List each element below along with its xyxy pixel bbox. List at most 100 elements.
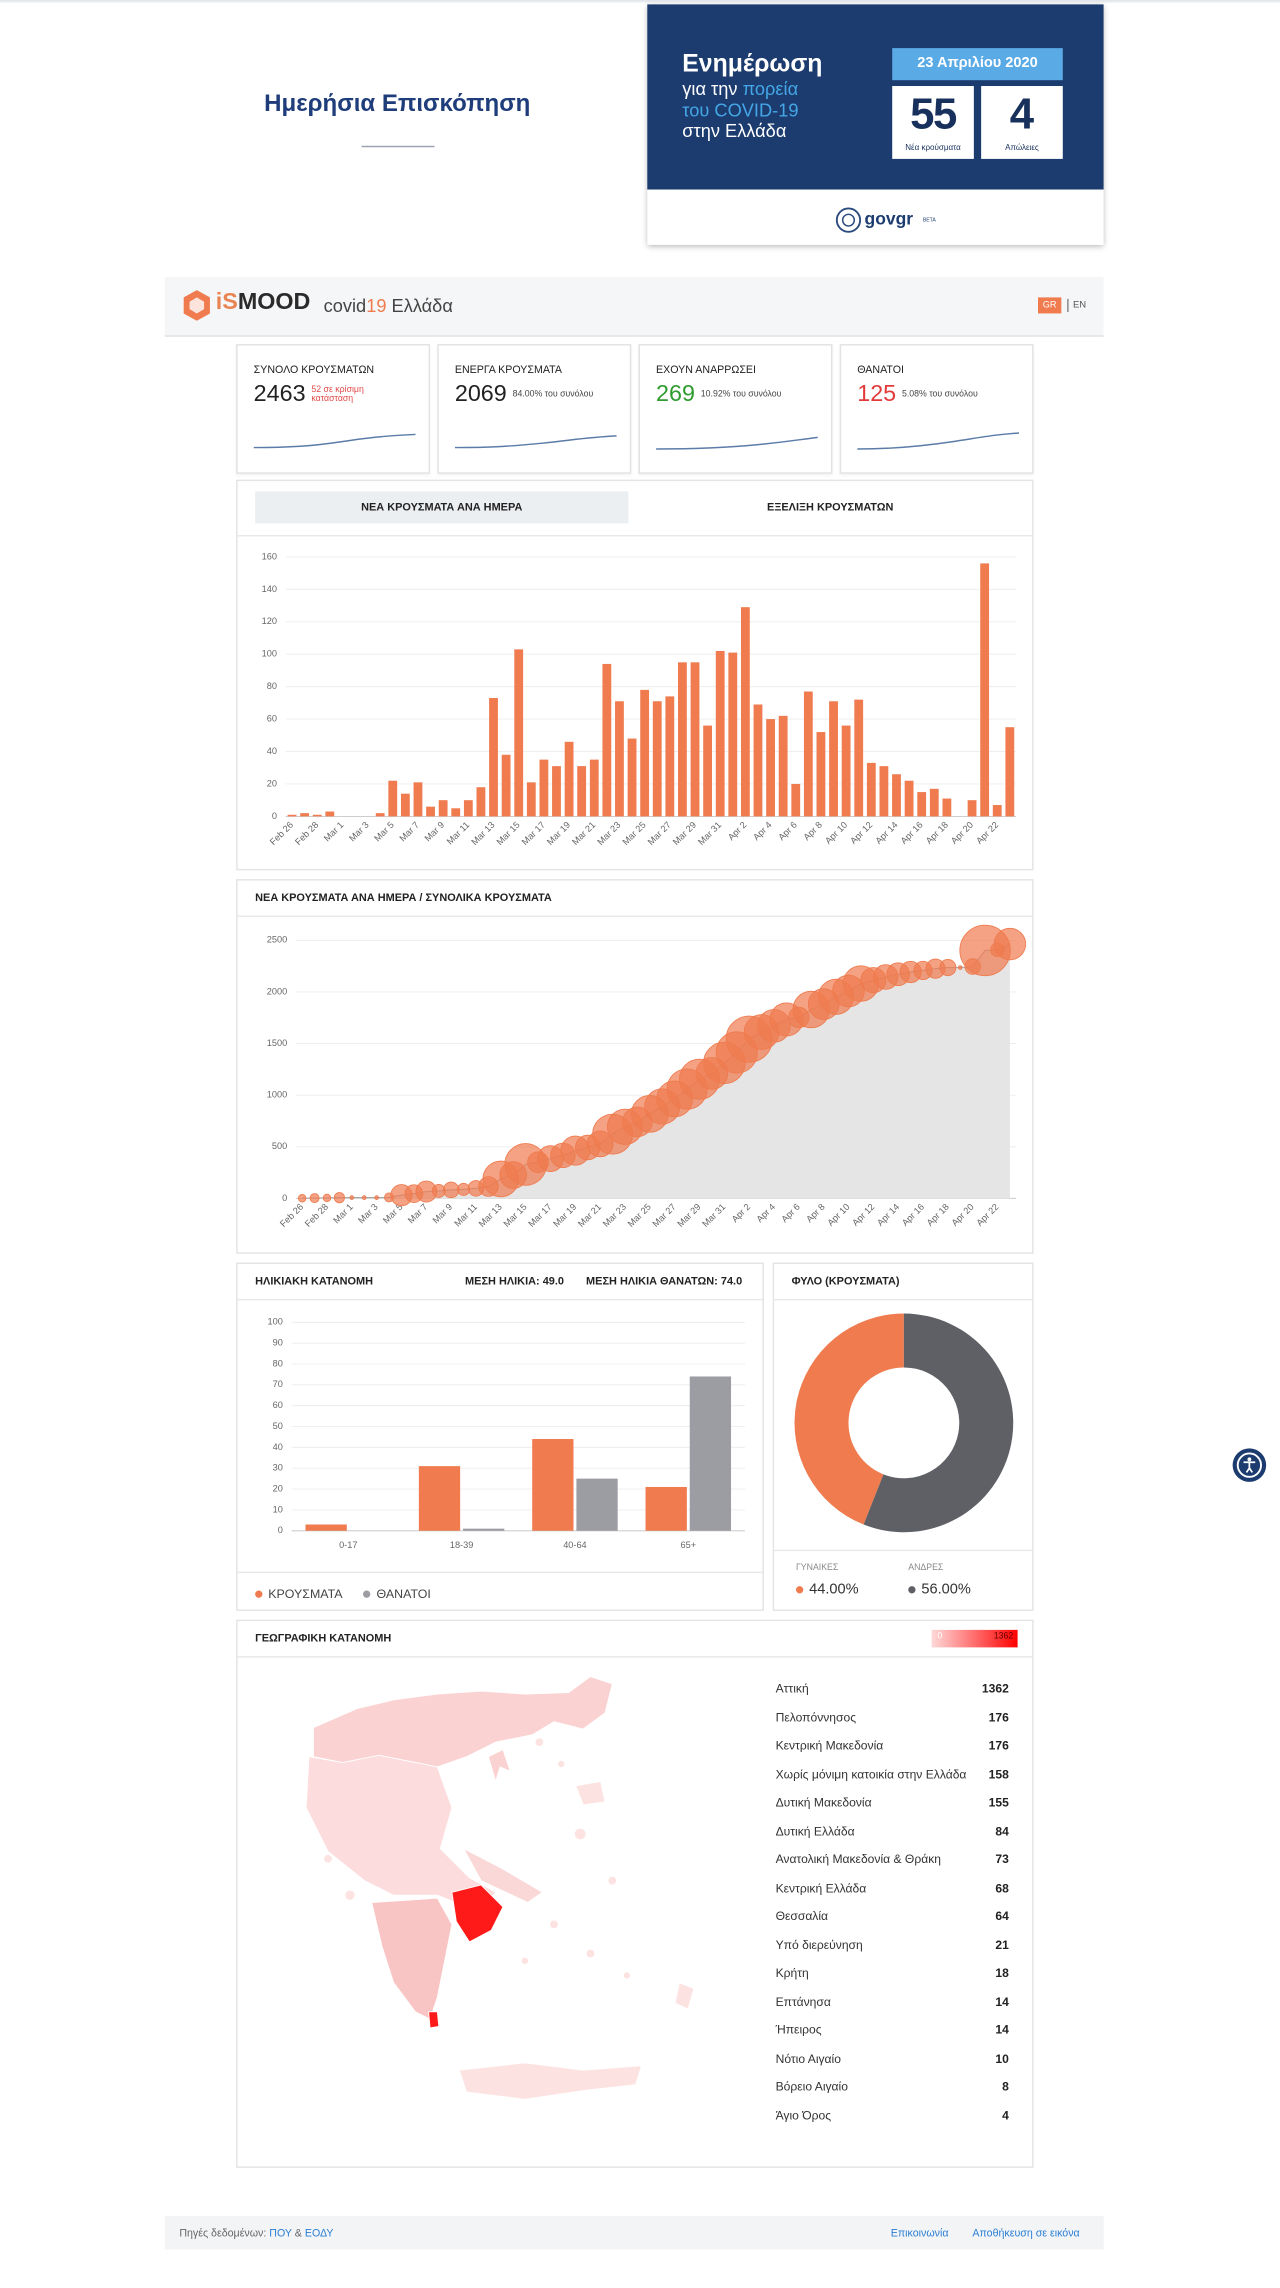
new-cases-label: Νέα κρούσματα	[905, 144, 961, 154]
tab-active[interactable]: ΝΕΑ ΚΡΟΥΣΜΑΤΑ ΑΝΑ ΗΜΕΡΑ	[255, 491, 629, 524]
bar	[602, 663, 612, 817]
region-row: Υπό διερεύνηση 21	[776, 1935, 1009, 1955]
save-image-link[interactable]: Αποθήκευση σε εικόνα	[972, 2226, 1080, 2240]
bubble	[322, 1193, 332, 1203]
x-tick-label: Mar 19	[545, 820, 572, 847]
bubble	[993, 927, 1027, 961]
bar	[753, 704, 763, 817]
region-row: Δυτική Ελλάδα 84	[776, 1822, 1009, 1842]
color-scale: 0 1362	[931, 1629, 1018, 1648]
region-name: Δυτική Μακεδονία	[775, 1794, 872, 1810]
bar	[312, 814, 322, 817]
x-tick-label: Mar 27	[651, 1202, 678, 1229]
region-value: 176	[988, 1709, 1009, 1724]
bar	[627, 738, 637, 817]
update-banner: Ενημέρωση για την πορεία του COVID-19 στ…	[647, 4, 1104, 245]
bar	[816, 732, 826, 817]
banner-highlight: COVID-19	[714, 99, 799, 121]
y-tick-label: 90	[273, 1338, 283, 1348]
bar	[866, 762, 876, 817]
card-value: 2463	[253, 381, 306, 407]
y-tick-label: 0	[278, 1525, 283, 1535]
gender-value: 56.00%	[908, 1582, 971, 1598]
y-tick-label: 140	[262, 584, 277, 594]
bar	[728, 652, 738, 817]
x-tick-label: Apr 18	[924, 820, 950, 846]
bubble	[349, 1195, 355, 1200]
brand-prefix: iS	[215, 290, 238, 315]
sparkline	[857, 432, 1020, 450]
age-panel: ΗΛΙΚΙΑΚΗ ΚΑΤΑΝΟΜΗ ΜΕΣΗ ΗΛΙΚΙΑ: 49.0 ΜΕΣΗ…	[236, 1262, 764, 1611]
source-link[interactable]: ΠΟΥ	[269, 2226, 292, 2240]
region-row: Κρήτη 18	[776, 1964, 1009, 1984]
region-name: Κρήτη	[775, 1965, 809, 1980]
x-tick-label: Mar 3	[356, 1202, 380, 1226]
stat-card: ΕΧΟΥΝ ΑΝΑΡΡΩΣΕΙ 269 10.92% του συνόλου	[638, 344, 833, 474]
gender-percent: 56.00%	[921, 1581, 971, 1598]
x-tick-label: Apr 6	[776, 820, 799, 843]
page-title: Ημερήσια Επισκόπηση	[264, 90, 531, 117]
x-tick-label: Mar 29	[675, 1202, 702, 1229]
brand[interactable]: iSMOOD	[216, 290, 311, 316]
x-tick-label: Apr 22	[974, 820, 1000, 846]
x-tick-label: Apr 4	[755, 1202, 778, 1225]
contact-link[interactable]: Επικοινωνία	[890, 2226, 949, 2240]
x-tick-label: Mar 13	[477, 1202, 504, 1229]
card-label: ΘΑΝΑΤΟΙ	[857, 363, 904, 377]
bar	[690, 662, 700, 817]
title-highlight: 19	[366, 295, 387, 317]
title-part: covid	[323, 295, 367, 317]
bar	[665, 696, 675, 817]
bar	[841, 725, 851, 817]
tab[interactable]: ΕΞΕΛΙΞΗ ΚΡΟΥΣΜΑΤΩΝ	[767, 500, 894, 514]
region-row: Άγιο Όρος 4	[776, 2106, 1009, 2126]
y-tick-label: 20	[273, 1483, 283, 1493]
bar	[652, 701, 662, 817]
y-tick-label: 70	[273, 1379, 283, 1389]
bubble	[361, 1195, 367, 1200]
x-tick-label: Mar 25	[621, 820, 648, 847]
source-link[interactable]: ΕΟΔΥ	[304, 2226, 334, 2240]
card-note: 10.92% του συνόλου	[700, 390, 782, 400]
sparkline	[656, 436, 818, 450]
region-row: Χωρίς μόνιμη κατοικία στην Ελλάδα 158	[776, 1765, 1009, 1785]
bar	[803, 691, 813, 817]
region-value: 4	[1002, 2107, 1009, 2122]
region-value: 14	[995, 1993, 1009, 2009]
x-tick-label: Apr 16	[899, 820, 925, 846]
mean-death-age: ΜΕΣΗ ΗΛΙΚΙΑ ΘΑΝΑΤΩΝ: 74.0	[586, 1274, 742, 1287]
x-tick-label: Apr 16	[900, 1202, 926, 1228]
deaths-label: Απώλειες	[1005, 144, 1039, 154]
region-value: 68	[995, 1879, 1009, 1895]
bar	[678, 662, 687, 817]
bar	[980, 563, 990, 817]
region-name: Ήπειρος	[775, 2022, 822, 2037]
x-tick-label: Mar 15	[495, 820, 522, 847]
bar	[589, 759, 599, 817]
x-tick-label: Mar 27	[646, 820, 673, 847]
x-tick-label: Mar 23	[601, 1202, 628, 1229]
region-name: Νότιο Αιγαίο	[775, 2050, 841, 2066]
region-value: 10	[995, 2050, 1009, 2066]
gender-percent: 44.00%	[809, 1581, 859, 1598]
x-tick-label: Apr 6	[779, 1202, 802, 1225]
bar	[305, 1524, 347, 1531]
lang-gr[interactable]: GR	[1037, 297, 1062, 314]
bar	[715, 650, 725, 817]
accessibility-button[interactable]	[1232, 1448, 1267, 1483]
bar	[413, 782, 423, 817]
mean-age: ΜΕΣΗ ΗΛΙΚΙΑ: 49.0	[465, 1274, 564, 1287]
bar	[577, 766, 587, 817]
lang-en[interactable]: EN	[1067, 298, 1086, 312]
bar	[829, 701, 838, 817]
bar	[778, 715, 788, 817]
bubble	[333, 1192, 345, 1204]
region-name: Θεσσαλία	[775, 1908, 829, 1923]
gender-value: 44.00%	[795, 1581, 859, 1598]
x-tick-label: 40-64	[563, 1540, 586, 1550]
region-value: 14	[995, 2022, 1009, 2037]
region-value: 18	[995, 1965, 1009, 1980]
region-name: Αττική	[775, 1680, 809, 1696]
bar	[418, 1466, 461, 1531]
title-part: Ελλάδα	[391, 295, 453, 317]
